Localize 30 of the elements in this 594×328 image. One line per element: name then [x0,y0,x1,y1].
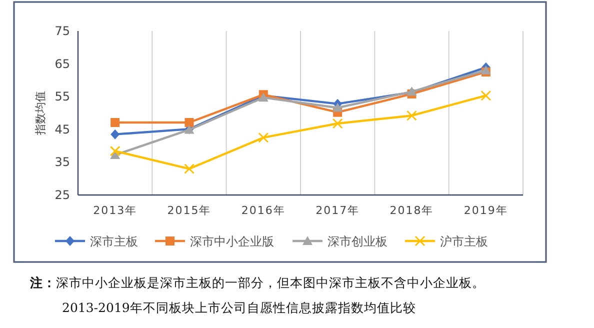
point [184,118,194,128]
point [184,164,194,174]
point [258,132,269,143]
point [110,118,120,128]
x-tick-label: 2019年 [464,204,508,217]
point [480,90,492,101]
x-tick-label: 2017年 [316,204,360,217]
x-tick-label: 2015年 [167,204,212,217]
y-tick-label: 65 [54,56,70,71]
point [406,110,417,121]
y-tick-label: 25 [54,188,70,202]
legend-label: 深市中小企业版 [190,234,274,248]
point [110,146,120,156]
point [110,129,120,140]
text: 注：深市中小企业板是深市主板的一部分，但本图中深市主板不含中小企业板。 [29,275,485,290]
legend-label: 深市创业板 [328,234,388,248]
y-tick-label: 35 [54,155,70,170]
y-tick-label: 75 [54,24,70,38]
y-axis-title: 指数均值 [34,91,47,136]
x-tick-label: 2018年 [390,204,434,217]
y-tick-label: 55 [54,90,70,104]
y-tick-label: 45 [54,122,70,136]
text: 2013-2019年不同板块上市公司自愿性信息披露指数均值比较 [62,300,416,315]
point [332,118,343,129]
legend-label: 深市主板 [90,234,138,248]
x-tick-label: 2016年 [241,204,286,217]
point [332,102,343,112]
point [480,65,491,74]
x-tick-label: 2013年 [93,204,138,217]
legend-label: 沪市主板 [440,234,488,248]
